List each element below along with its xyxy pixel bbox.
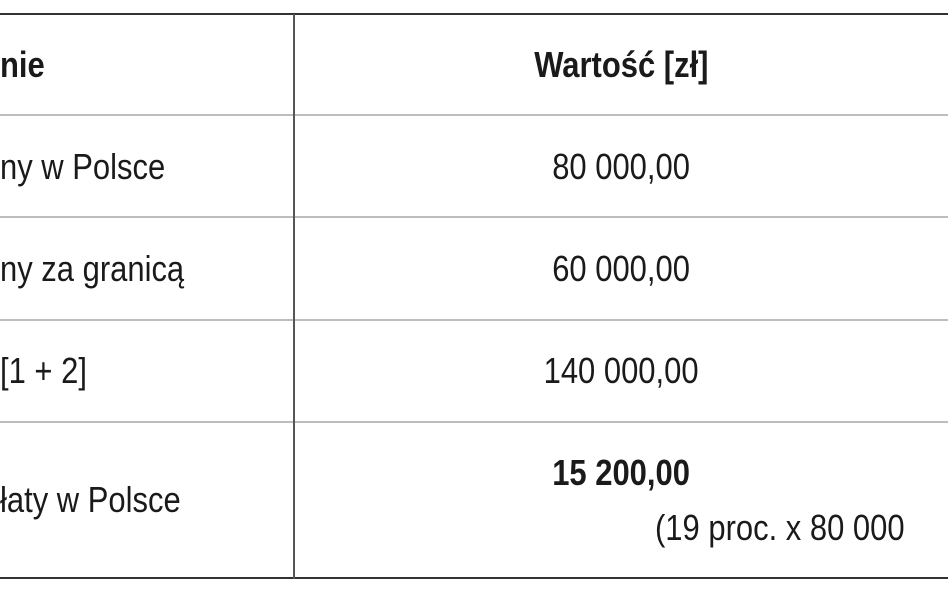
value-text: 15 200,00 xyxy=(552,452,690,493)
label-cell: łaty w Polsce xyxy=(0,479,181,520)
value-cell: 80 000,00 xyxy=(294,146,948,188)
value-text: 60 000,00 xyxy=(552,248,690,289)
row-divider xyxy=(0,421,948,423)
header-cell: nie xyxy=(0,44,45,85)
table-bottom-border xyxy=(0,577,948,579)
header-text: Wartość [zł] xyxy=(533,44,709,85)
label-cell: ny za granicą xyxy=(0,248,185,289)
value-text: 140 000,00 xyxy=(543,350,699,391)
value-cell: 60 000,00 xyxy=(294,248,948,290)
row-divider xyxy=(0,319,948,321)
value-cell: 140 000,00 xyxy=(294,350,948,392)
value-text: 80 000,00 xyxy=(552,146,690,187)
column-divider xyxy=(293,14,295,579)
value-cell: 15 200,00 xyxy=(294,452,948,494)
header-cell: Wartość [zł] xyxy=(294,44,948,86)
row-divider xyxy=(0,216,948,218)
row-divider xyxy=(0,114,948,116)
value-note: (19 proc. x 80 000 xyxy=(655,507,905,548)
table-top-border xyxy=(0,13,948,15)
label-cell: [1 + 2] xyxy=(0,350,87,391)
label-cell: ny w Polsce xyxy=(0,146,166,187)
